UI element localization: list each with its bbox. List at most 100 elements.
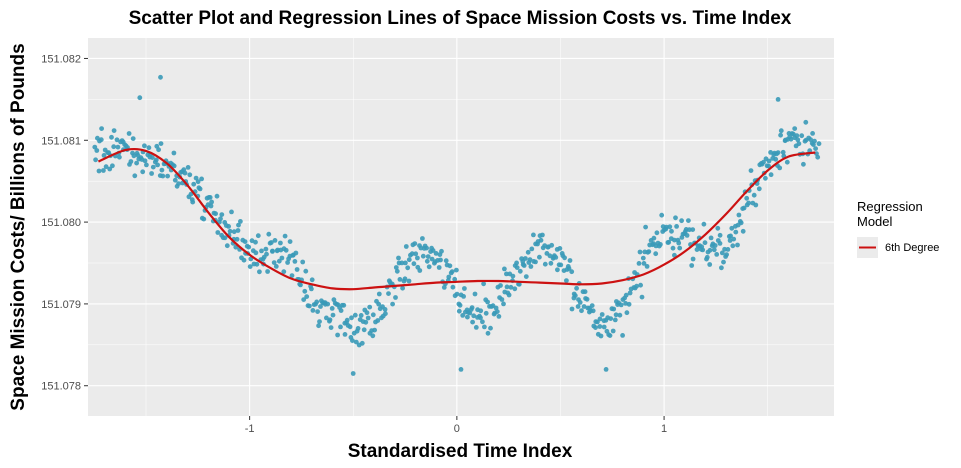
data-point — [271, 260, 277, 265]
data-point — [426, 264, 432, 270]
data-point — [753, 202, 759, 208]
data-point — [292, 259, 298, 264]
y-tick-label: 151.080 — [41, 217, 81, 229]
data-point — [700, 247, 706, 253]
data-point — [815, 154, 821, 160]
data-point — [510, 273, 516, 279]
data-point — [472, 291, 478, 297]
data-point — [150, 155, 155, 161]
data-point — [567, 258, 573, 263]
data-point — [301, 297, 307, 302]
data-point — [719, 265, 724, 271]
data-point — [171, 163, 177, 169]
data-point — [478, 308, 484, 314]
data-point — [132, 173, 138, 179]
data-point — [456, 308, 462, 314]
data-point — [302, 288, 308, 294]
data-point — [115, 144, 121, 150]
data-point — [736, 212, 742, 218]
data-point — [338, 324, 343, 330]
data-point — [478, 315, 483, 321]
data-point — [460, 313, 466, 318]
data-point — [537, 254, 542, 260]
data-point — [624, 310, 630, 316]
data-point — [361, 327, 367, 333]
data-point — [485, 330, 491, 336]
data-point — [283, 247, 289, 253]
data-point — [719, 250, 725, 256]
data-point — [501, 301, 506, 307]
data-point — [608, 316, 614, 321]
data-point — [768, 172, 774, 178]
data-point — [673, 215, 678, 221]
data-point — [589, 303, 595, 308]
data-point — [266, 231, 272, 237]
data-point — [365, 315, 371, 321]
data-point — [134, 160, 140, 166]
data-point — [498, 283, 503, 288]
data-point — [494, 309, 500, 314]
data-point — [390, 301, 395, 307]
data-point — [197, 186, 203, 192]
data-point — [171, 150, 177, 156]
data-point — [540, 232, 545, 238]
data-point — [480, 319, 485, 325]
data-point — [646, 249, 652, 255]
data-point — [714, 252, 720, 257]
data-point — [117, 154, 122, 160]
data-point — [272, 238, 278, 243]
data-point — [191, 181, 197, 187]
data-point — [542, 261, 548, 267]
data-point — [289, 273, 295, 278]
data-point — [238, 219, 243, 224]
data-point — [93, 157, 98, 163]
data-point — [808, 137, 813, 143]
data-point — [375, 318, 381, 323]
data-point — [467, 310, 473, 316]
data-point — [514, 260, 519, 266]
data-point — [593, 325, 598, 330]
data-point — [103, 164, 109, 170]
data-point — [639, 294, 645, 300]
data-point — [724, 252, 729, 257]
data-point — [383, 311, 388, 317]
data-point — [627, 290, 633, 296]
data-point — [182, 170, 188, 176]
data-point — [304, 294, 310, 299]
data-point — [282, 233, 288, 239]
data-point — [482, 324, 487, 330]
data-point — [353, 339, 359, 345]
data-point — [555, 267, 560, 273]
data-point — [465, 314, 470, 320]
data-point — [461, 294, 466, 299]
data-point — [226, 224, 232, 229]
data-point — [303, 268, 309, 274]
data-point — [812, 138, 817, 144]
data-point — [242, 239, 248, 245]
data-point — [651, 235, 657, 241]
data-point — [708, 235, 714, 241]
data-point — [741, 205, 747, 211]
data-point — [101, 168, 106, 173]
data-point — [158, 74, 163, 80]
data-point — [483, 310, 489, 316]
data-point — [99, 126, 104, 131]
data-point — [439, 248, 444, 254]
data-point — [499, 297, 505, 302]
data-point — [276, 258, 282, 264]
data-point — [618, 302, 624, 308]
data-point — [227, 228, 233, 234]
data-point — [406, 257, 412, 263]
data-point — [610, 328, 616, 334]
data-point — [612, 317, 618, 323]
data-point — [761, 159, 766, 165]
data-point — [751, 192, 757, 198]
data-point — [309, 286, 314, 292]
data-point — [359, 340, 365, 346]
data-point — [446, 274, 452, 280]
data-point — [149, 171, 155, 176]
data-point — [731, 236, 737, 242]
data-point — [265, 269, 270, 274]
legend-label-6th-degree: 6th Degree — [885, 242, 939, 254]
data-point — [711, 247, 717, 253]
